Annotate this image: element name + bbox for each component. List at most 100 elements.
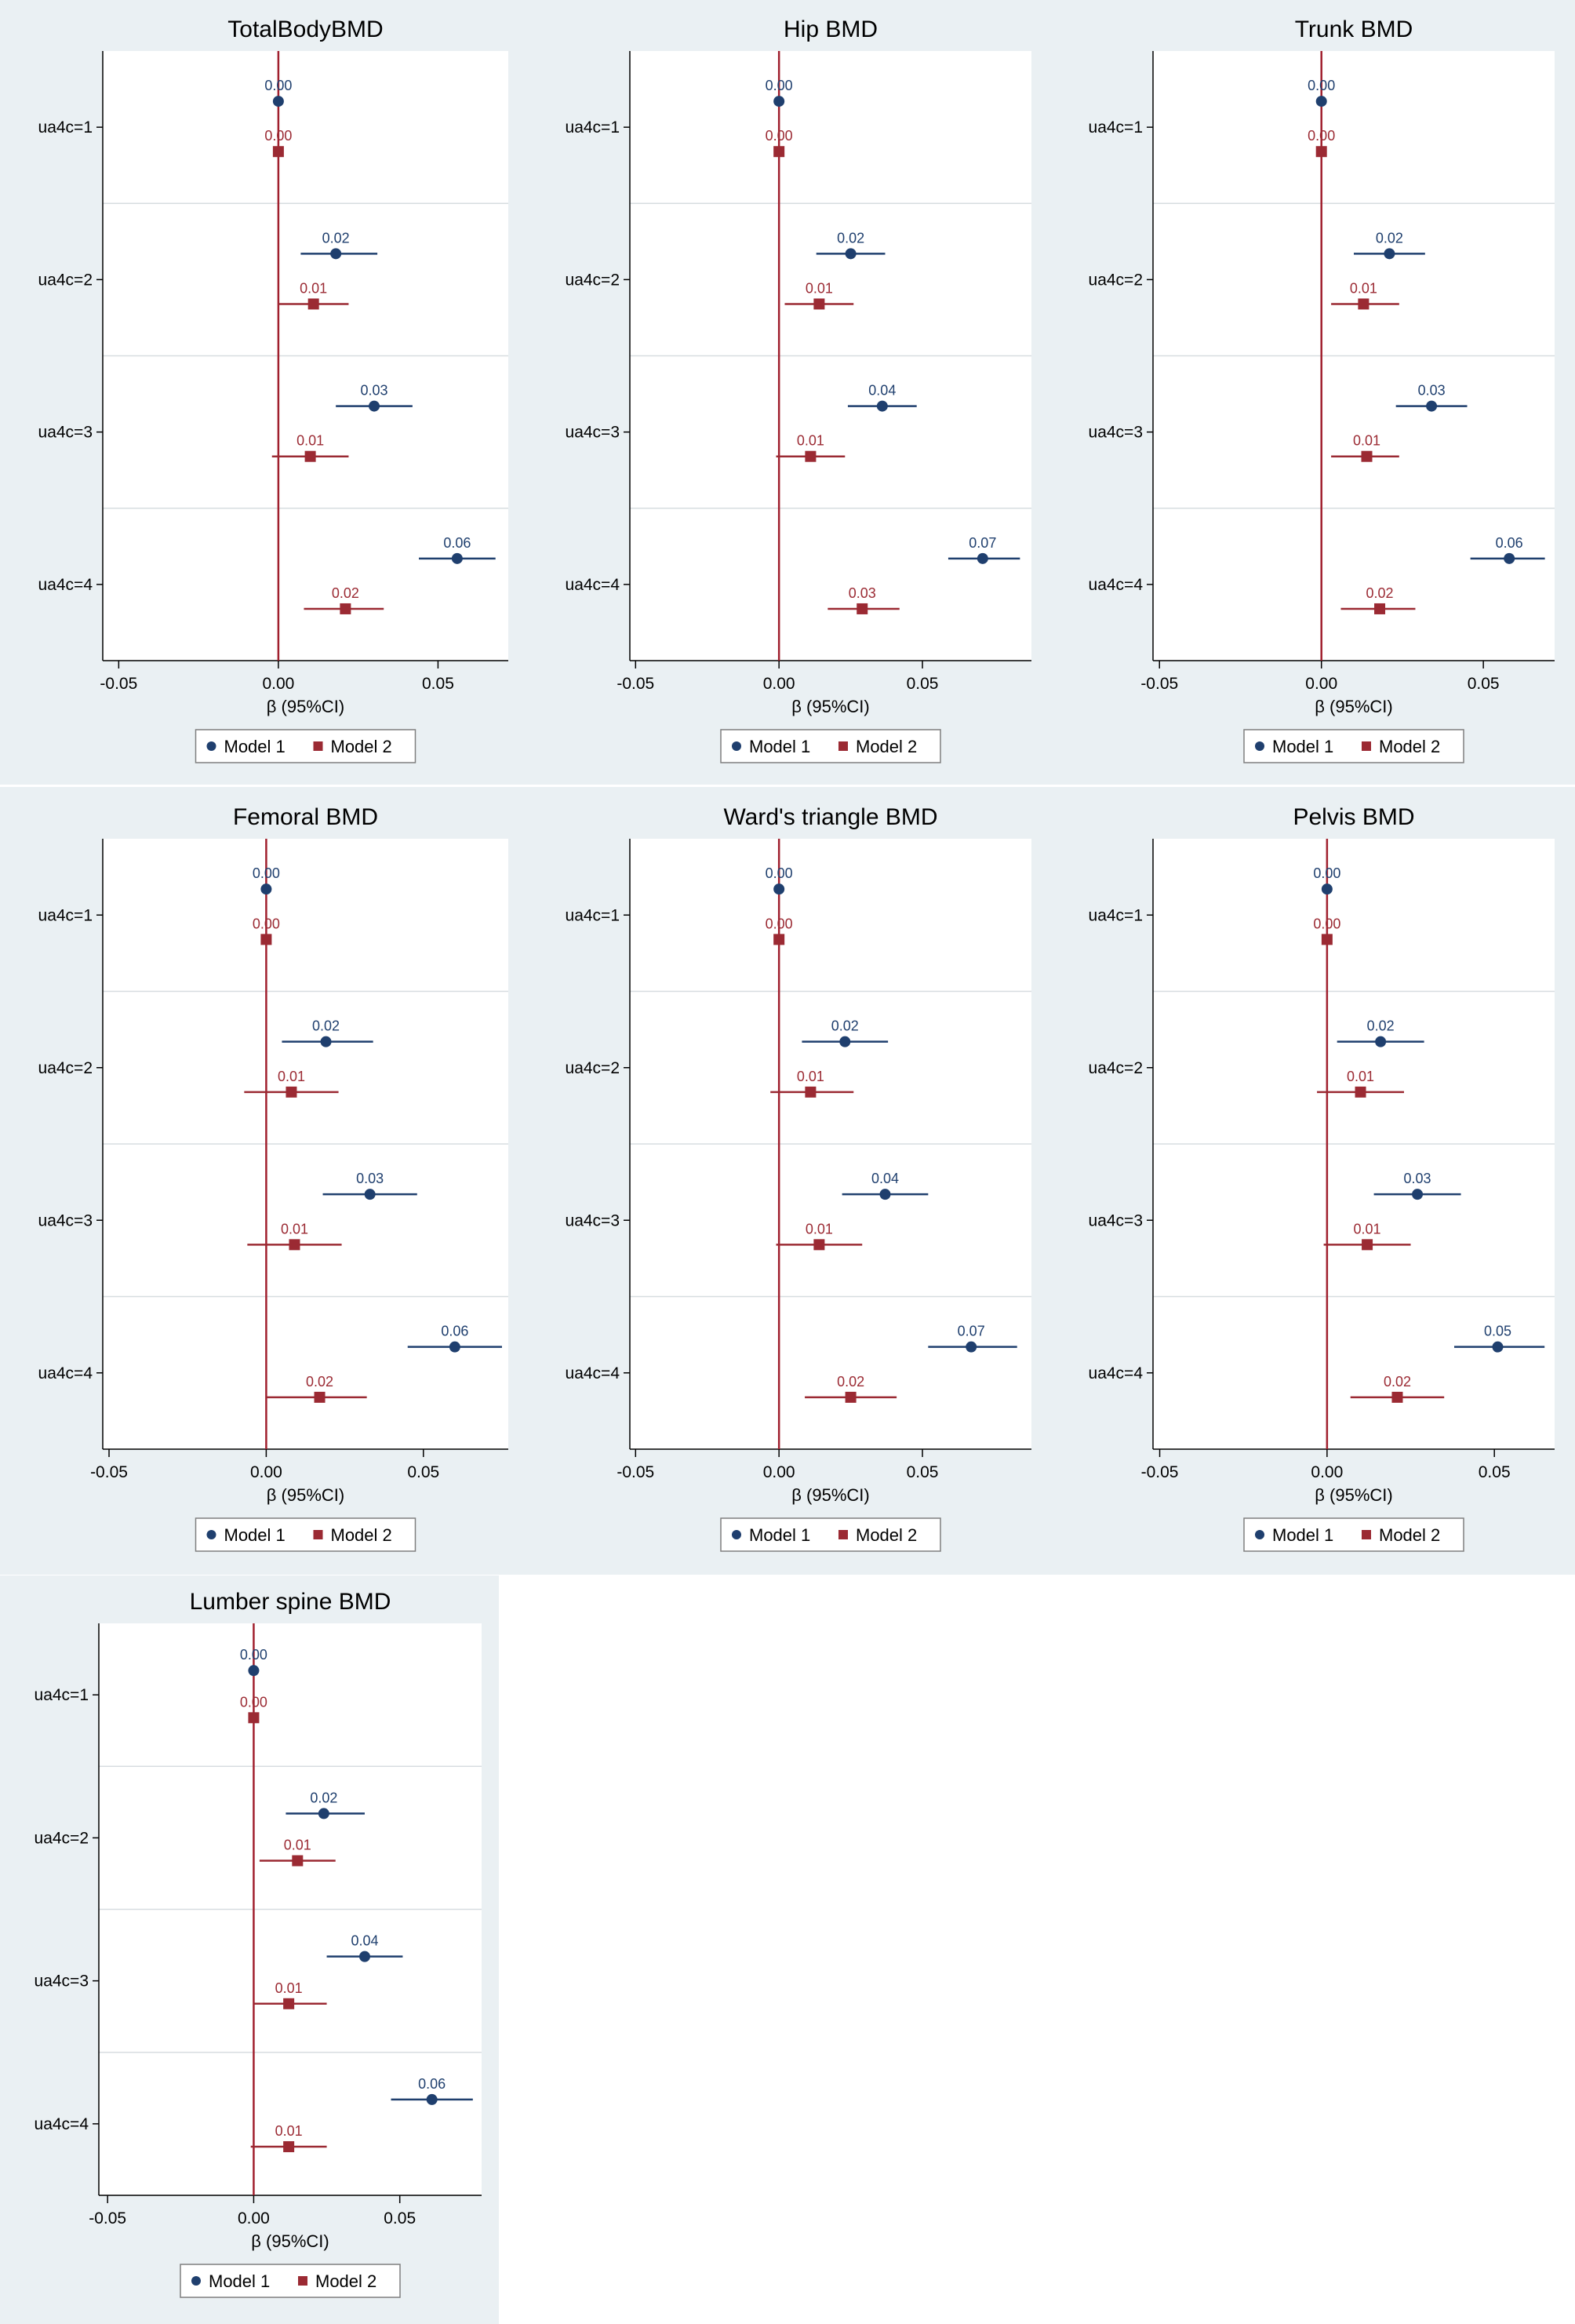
point-estimate-square bbox=[805, 450, 817, 462]
estimate-label: 0.06 bbox=[1496, 535, 1523, 551]
point-estimate-circle bbox=[1504, 552, 1515, 564]
estimate-label: 0.07 bbox=[958, 1324, 985, 1339]
point-estimate-square bbox=[314, 1391, 326, 1403]
point-estimate-circle bbox=[320, 1036, 332, 1047]
estimate-label: 0.00 bbox=[766, 78, 793, 93]
category-label: ua4c=1 bbox=[1089, 118, 1143, 137]
category-label: ua4c=2 bbox=[35, 1829, 89, 1847]
x-tick-label: -0.05 bbox=[89, 2209, 126, 2227]
category-label: ua4c=4 bbox=[1089, 576, 1144, 594]
estimate-label: 0.01 bbox=[1347, 1069, 1374, 1084]
point-estimate-square bbox=[1362, 1239, 1373, 1251]
chart-title: Trunk BMD bbox=[1295, 16, 1413, 42]
legend-entry: Model 1 bbox=[224, 737, 286, 756]
estimate-label: 0.00 bbox=[766, 865, 793, 881]
legend-marker-circle bbox=[206, 1530, 216, 1539]
legend-marker-circle bbox=[206, 741, 216, 751]
x-axis-label: β (95%CI) bbox=[1315, 697, 1392, 716]
category-label: ua4c=1 bbox=[566, 118, 620, 137]
x-tick-label: 0.00 bbox=[1305, 675, 1337, 693]
point-estimate-circle bbox=[966, 1341, 977, 1353]
estimate-label: 0.04 bbox=[868, 383, 896, 399]
estimate-label: 0.01 bbox=[806, 1221, 833, 1237]
estimate-label: 0.01 bbox=[300, 280, 327, 296]
estimate-label: 0.02 bbox=[837, 1374, 864, 1390]
point-estimate-circle bbox=[845, 248, 857, 260]
forest-panel: Trunk BMD -0.05 0.00 0.05 β (95%CI) ua4c=1 ua4… bbox=[1052, 0, 1575, 785]
x-axis-label: β (95%CI) bbox=[251, 2231, 329, 2251]
legend bbox=[195, 1517, 416, 1552]
x-tick-label: -0.05 bbox=[1141, 1463, 1179, 1481]
estimate-label: 0.04 bbox=[871, 1171, 899, 1186]
x-tick-label: 0.05 bbox=[384, 2209, 416, 2227]
point-estimate-square bbox=[1315, 146, 1327, 158]
category-label: ua4c=1 bbox=[1089, 906, 1143, 924]
estimate-label: 0.00 bbox=[1308, 78, 1335, 93]
forest-panel: Lumber spine BMD -0.05 0.00 0.05 β (95%CI) ua… bbox=[0, 1575, 499, 2324]
estimate-label: 0.02 bbox=[312, 1018, 340, 1034]
legend-entry: Model 1 bbox=[749, 1525, 810, 1545]
point-estimate-square bbox=[1355, 1086, 1366, 1098]
category-label: ua4c=4 bbox=[35, 2115, 89, 2133]
point-estimate-square bbox=[1358, 298, 1369, 310]
x-axis-label: β (95%CI) bbox=[791, 1485, 869, 1505]
category-label: ua4c=3 bbox=[566, 1211, 620, 1229]
point-estimate-square bbox=[1391, 1391, 1403, 1403]
estimate-label: 0.01 bbox=[797, 1069, 824, 1084]
category-label: ua4c=3 bbox=[1089, 424, 1143, 442]
estimate-label: 0.00 bbox=[240, 1647, 267, 1663]
category-label: ua4c=1 bbox=[566, 906, 620, 924]
legend bbox=[1243, 729, 1464, 763]
estimate-label: 0.01 bbox=[275, 2123, 303, 2139]
estimate-label: 0.01 bbox=[278, 1069, 305, 1084]
point-estimate-circle bbox=[1321, 883, 1333, 895]
category-label: ua4c=4 bbox=[1089, 1364, 1144, 1382]
chart-title: Lumber spine BMD bbox=[190, 1589, 391, 1615]
point-estimate-circle bbox=[426, 2093, 438, 2105]
x-tick-label: 0.00 bbox=[238, 2209, 270, 2227]
x-tick-label: 0.05 bbox=[1468, 675, 1500, 693]
x-tick-label: 0.05 bbox=[407, 1463, 439, 1481]
estimate-label: 0.06 bbox=[441, 1324, 468, 1339]
legend-marker-square bbox=[1362, 1530, 1371, 1539]
forest-panel: Femoral BMD -0.05 0.00 0.05 β (95%CI) ua4c=1 u… bbox=[0, 787, 529, 1575]
category-label: ua4c=4 bbox=[38, 576, 93, 594]
chart-title: Hip BMD bbox=[784, 16, 878, 42]
point-estimate-square bbox=[773, 146, 785, 158]
legend-entry: Model 1 bbox=[224, 1525, 286, 1545]
category-label: ua4c=3 bbox=[38, 424, 93, 442]
chart-title: TotalBodyBMD bbox=[227, 16, 383, 42]
category-label: ua4c=2 bbox=[566, 1059, 620, 1077]
chart-title: Ward's triangle BMD bbox=[723, 804, 937, 830]
point-estimate-square bbox=[283, 2141, 295, 2153]
legend-entry: Model 1 bbox=[209, 2271, 270, 2291]
x-axis-label: β (95%CI) bbox=[267, 1485, 344, 1505]
category-label: ua4c=2 bbox=[1089, 271, 1143, 289]
point-estimate-square bbox=[307, 298, 319, 310]
legend-entry: Model 2 bbox=[856, 737, 917, 756]
x-axis-label: β (95%CI) bbox=[791, 697, 869, 716]
legend bbox=[195, 729, 416, 763]
legend-entry: Model 2 bbox=[1379, 1525, 1440, 1545]
point-estimate-square bbox=[248, 1712, 260, 1724]
estimate-label: 0.03 bbox=[1418, 383, 1446, 399]
estimate-label: 0.00 bbox=[1313, 916, 1340, 931]
estimate-label: 0.01 bbox=[1353, 433, 1380, 449]
estimate-label: 0.00 bbox=[253, 916, 280, 931]
legend-marker-square bbox=[1362, 741, 1371, 751]
category-label: ua4c=3 bbox=[1089, 1211, 1143, 1229]
x-tick-label: 0.00 bbox=[763, 675, 795, 693]
chart-title: Pelvis BMD bbox=[1293, 804, 1414, 830]
legend-marker-circle bbox=[732, 1530, 741, 1539]
x-tick-label: 0.00 bbox=[1311, 1463, 1343, 1481]
legend bbox=[1243, 1517, 1464, 1552]
estimate-label: 0.02 bbox=[1384, 1374, 1411, 1390]
forest-panel: Hip BMD -0.05 0.00 0.05 β (95%CI) ua4c=1 ua4c=… bbox=[529, 0, 1052, 785]
point-estimate-circle bbox=[1375, 1036, 1387, 1047]
legend-entry: Model 2 bbox=[315, 2271, 376, 2291]
estimate-label: 0.00 bbox=[240, 1694, 267, 1710]
point-estimate-square bbox=[1374, 603, 1386, 614]
estimate-label: 0.01 bbox=[296, 433, 324, 449]
x-tick-label: 0.05 bbox=[907, 1463, 939, 1481]
x-tick-label: 0.00 bbox=[262, 675, 294, 693]
